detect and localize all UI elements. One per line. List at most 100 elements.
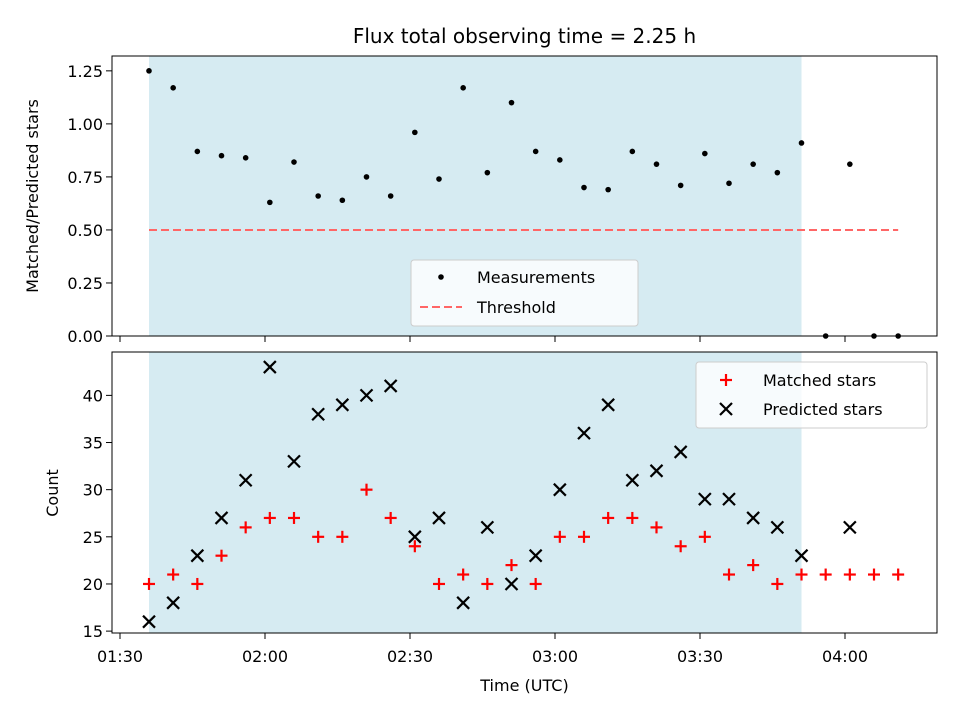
measurement-point (750, 161, 756, 167)
y-tick-label: 25 (83, 528, 103, 547)
top-panel-frame (111, 55, 938, 337)
y-tick-label: 0.25 (67, 274, 103, 293)
measurement-point (267, 199, 273, 206)
measurement-point (629, 148, 636, 155)
predicted-star-point (746, 511, 760, 525)
matched-star-point (239, 521, 252, 534)
measurement-point (653, 161, 660, 167)
top-y-axis-label: Matched/Predicted stars (23, 99, 42, 293)
matched-star-point (360, 483, 373, 496)
predicted-star-point (770, 520, 785, 535)
matched-star-point (288, 511, 300, 524)
measurement-point (508, 99, 515, 106)
measurement-point (339, 197, 346, 204)
top-panel: 0.00 0.25 0.50 0.75 1.00 1.25 Matched/Predict… (23, 55, 938, 346)
predicted-star-point (843, 520, 857, 535)
measurement-point (484, 169, 491, 176)
matched-star-point (143, 577, 155, 590)
matched-star-point (578, 530, 590, 543)
measurement-point (605, 186, 611, 193)
measurement-point (581, 184, 587, 191)
legend-measurements-marker (438, 274, 444, 280)
measurement-point (436, 176, 442, 182)
legend-measurements-label: Measurements (477, 268, 595, 287)
predicted-star-point (214, 511, 229, 525)
matched-star-point (215, 549, 228, 562)
predicted-star-point (601, 398, 615, 412)
matched-star-point (529, 577, 542, 590)
legend-matched-label: Matched stars (763, 371, 876, 390)
y-tick-label: 35 (83, 434, 103, 453)
measurement-point (726, 180, 732, 187)
matched-star-point (602, 511, 615, 524)
predicted-star-point (649, 464, 664, 478)
y-tick-label: 15 (83, 622, 103, 641)
bottom-legend-box (695, 361, 928, 429)
legend-matched-marker (720, 374, 732, 386)
top-x-ticks (119, 336, 846, 342)
legend-threshold-label: Threshold (476, 298, 556, 317)
measurement-point (315, 193, 321, 199)
predicted-star-point (359, 388, 374, 403)
y-tick-label: 0.00 (67, 327, 103, 346)
measurement-point (146, 68, 152, 74)
bottom-panel-frame (111, 351, 938, 634)
y-tick-label: 40 (83, 386, 103, 405)
matched-star-point (505, 559, 518, 572)
measurement-point (677, 182, 684, 189)
matched-star-point (674, 540, 687, 553)
measurement-points (146, 68, 901, 339)
measurement-point (170, 85, 176, 91)
predicted-star-point (625, 473, 640, 488)
chart-title: Flux total observing time = 2.25 h (353, 24, 696, 48)
measurement-point (557, 157, 563, 163)
matched-star-point (191, 577, 204, 590)
matched-star-point (868, 568, 880, 581)
predicted-star-point (698, 492, 712, 506)
predicted-star-point (238, 473, 253, 488)
measurement-point (387, 193, 394, 199)
measurement-point (194, 148, 201, 155)
matched-star-point (408, 540, 421, 553)
measurement-point (242, 155, 249, 161)
predicted-star-point (432, 511, 446, 525)
y-tick-label: 30 (83, 481, 103, 500)
predicted-star-point (673, 445, 688, 459)
y-tick-label: 1.00 (67, 115, 103, 134)
measurement-point (798, 140, 805, 146)
predicted-star-point (456, 596, 470, 610)
measurement-point (460, 85, 466, 91)
legend-predicted-marker (719, 402, 733, 416)
predicted-star-point (794, 548, 809, 563)
top-legend-box (410, 259, 639, 327)
measurement-point (291, 159, 297, 165)
predicted-star-point (311, 407, 325, 422)
matched-star-point (626, 511, 639, 524)
bottom-y-axis-label: Count (43, 469, 62, 517)
matched-star-point (819, 568, 832, 581)
x-tick-label: 01:30 (97, 647, 143, 666)
predicted-star-point (166, 596, 180, 610)
bottom-legend: Matched stars Predicted stars (695, 361, 928, 429)
predicted-star-point (722, 492, 736, 506)
matched-star-point (771, 577, 784, 590)
predicted-star-point (504, 577, 519, 591)
matched-star-point (843, 568, 856, 581)
x-tick-label: 02:00 (242, 647, 288, 666)
measurement-point (774, 169, 781, 176)
top-y-ticks: 0.00 0.25 0.50 0.75 1.00 1.25 (67, 62, 112, 346)
bottom-panel: 15 20 25 30 35 40 01:30 02:00 02:30 03:00 03:30 04… (43, 351, 938, 695)
predicted-star-point (528, 548, 543, 563)
bottom-shaded-span (149, 352, 802, 633)
bottom-x-ticks: 01:30 02:00 02:30 03:00 03:30 04:00 (97, 633, 868, 666)
matched-star-point (481, 577, 494, 590)
x-tick-label: 04:00 (822, 647, 868, 666)
matched-star-point (795, 568, 808, 581)
x-tick-label: 02:30 (387, 647, 433, 666)
legend-predicted-label: Predicted stars (763, 400, 883, 419)
bottom-y-ticks: 15 20 25 30 35 40 (83, 386, 112, 641)
matched-star-point (263, 511, 276, 524)
matched-star-point (312, 530, 325, 543)
matched-star-point (723, 568, 735, 581)
